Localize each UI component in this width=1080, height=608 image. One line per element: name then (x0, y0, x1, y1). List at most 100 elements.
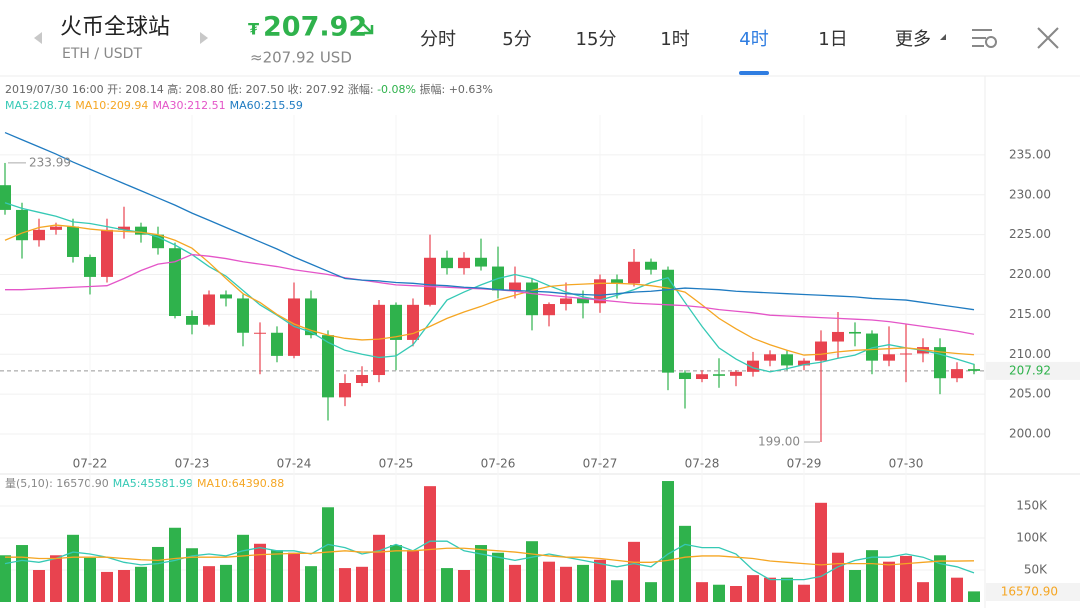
tab[interactable]: 15分 (576, 29, 617, 50)
volume-tick-label: 100K (1016, 531, 1048, 545)
volume-bar (696, 582, 708, 602)
next-arrow[interactable] (200, 32, 208, 44)
candle-body (237, 298, 249, 333)
candle-body (628, 261, 640, 284)
candle-body (390, 304, 402, 340)
candle-body (713, 374, 725, 376)
currency: ₮ (248, 20, 259, 39)
candle-body (509, 282, 521, 291)
volume-legend: 量(5,10): 16570.90 MA5:45581.99 MA10:64390.… (5, 477, 284, 490)
last-price-label: 207.92 (1009, 363, 1051, 377)
candle-body (424, 257, 436, 305)
x-tick-label: 07-26 (481, 457, 516, 471)
candle-body (798, 360, 810, 366)
volume-bar (220, 564, 232, 602)
candle-body (662, 269, 674, 373)
last-volume-box (986, 583, 1080, 601)
volume-ma-line (4, 540, 975, 581)
candle-body (747, 360, 759, 372)
x-tick-label: 07-25 (379, 457, 414, 471)
tab[interactable]: 分时 (420, 29, 456, 50)
candle-body (458, 257, 470, 269)
volume-label: 量(5,10): 16570.90 (5, 477, 109, 490)
candle-body (883, 354, 895, 361)
candle-body (169, 248, 181, 316)
volume-bar (186, 548, 198, 602)
candle-body (594, 279, 606, 304)
candle-body (271, 332, 283, 356)
info-part: 2019/07/30 16:00 开: 208.14 高: 208.80 低: … (5, 82, 377, 96)
volume-bar (237, 534, 249, 602)
y-tick-label: 225.00 (1009, 227, 1051, 241)
volume-bar (50, 555, 62, 602)
candle-body (220, 294, 232, 299)
tab[interactable]: 4时 (739, 29, 768, 50)
info-part: -0.08% (377, 83, 416, 96)
volume-legend-entry: MA5:45581.99 (113, 477, 193, 490)
candle-body (135, 226, 147, 235)
volume-bar (594, 559, 606, 602)
y-tick-label: 210.00 (1009, 347, 1051, 361)
candle-body (849, 331, 861, 334)
candle-body (101, 229, 113, 277)
tab[interactable]: 1时 (660, 29, 689, 50)
volume-bar (730, 586, 742, 602)
candle-body (441, 257, 453, 269)
volume-bar (492, 552, 504, 602)
volume-bar (645, 582, 657, 602)
x-tick-label: 07-28 (685, 457, 720, 471)
volume-bar (832, 552, 844, 602)
candle-body (543, 304, 555, 316)
volume-bar (339, 568, 351, 602)
x-tick-label: 07-24 (277, 457, 312, 471)
volume-bar (611, 580, 623, 602)
tab[interactable]: 更多 (895, 29, 931, 50)
volume-bar (509, 564, 521, 602)
high-marker-label: 233.99 (29, 155, 71, 169)
candle-body (526, 282, 538, 316)
more-caret (940, 34, 946, 40)
volume-bar (883, 561, 895, 602)
candle-body (16, 209, 28, 241)
candle-body (50, 226, 62, 230)
legend-entry: MA30:212.51 (152, 99, 225, 112)
x-tick-label: 07-29 (787, 457, 822, 471)
volume-bar (917, 582, 929, 602)
volume-bar (628, 541, 640, 602)
settings-icon[interactable] (972, 29, 997, 48)
x-tick-label: 07-23 (175, 457, 210, 471)
volume-bar (781, 577, 793, 602)
approx-price: ≈207.92 USD (250, 49, 352, 67)
volume-legend-entry: MA10:64390.88 (197, 477, 284, 490)
volume-bar (747, 575, 759, 602)
close-icon[interactable] (1037, 27, 1059, 49)
volume-bar (407, 550, 419, 602)
volume-ma-line (5, 547, 975, 566)
candle-body (951, 369, 963, 379)
tab[interactable]: 1日 (818, 29, 847, 50)
tab-indicator (739, 71, 769, 75)
prev-arrow[interactable] (34, 32, 42, 44)
tab[interactable]: 5分 (502, 29, 531, 50)
volume-bar (135, 566, 147, 602)
candle-body (356, 375, 368, 383)
legend-entry: MA60:215.59 (230, 99, 303, 112)
pair: ETH / USDT (62, 46, 142, 62)
candle-body (305, 298, 317, 336)
candle-body (186, 316, 198, 325)
candle-body (611, 279, 623, 284)
candle-body (781, 354, 793, 366)
x-tick-label: 07-22 (73, 457, 108, 471)
candle-body (288, 298, 300, 356)
info-line: 2019/07/30 16:00 开: 208.14 高: 208.80 低: … (5, 82, 493, 96)
volume-bar (0, 555, 11, 602)
ma-line (4, 131, 975, 311)
x-tick-label: 07-27 (583, 457, 618, 471)
y-tick-label: 205.00 (1009, 387, 1051, 401)
down-arrow (360, 21, 374, 35)
last-volume-label: 16570.90 (1001, 585, 1058, 599)
ma-line (4, 202, 975, 373)
candle-body (815, 341, 827, 361)
candle-body (84, 256, 96, 277)
